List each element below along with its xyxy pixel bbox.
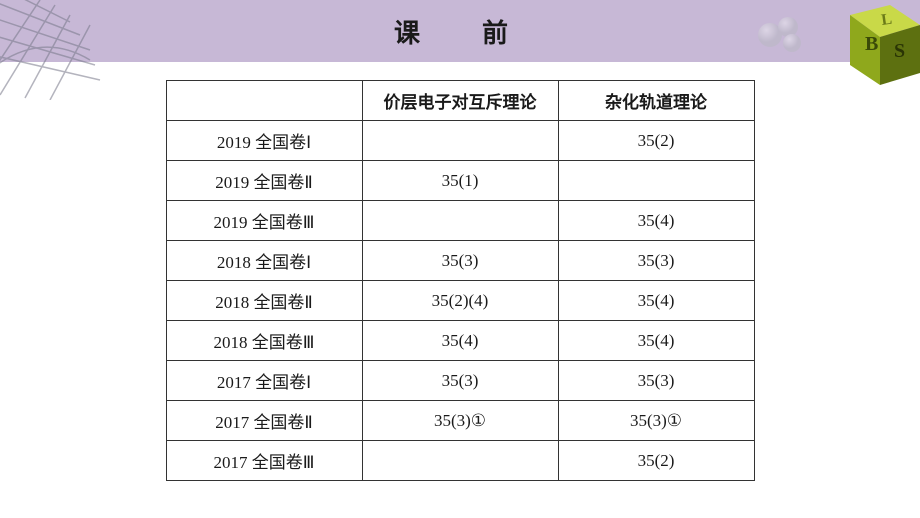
header-band: B S L 课 前 xyxy=(0,0,920,62)
cell-hybrid: 35(4) xyxy=(558,281,754,321)
svg-text:B: B xyxy=(865,33,878,55)
table-row: 2019 全国卷Ⅰ 35(2) xyxy=(166,121,754,161)
page-title: 课 前 xyxy=(394,13,526,50)
table-row: 2019 全国卷Ⅱ 35(1) xyxy=(166,161,754,201)
table-row: 2017 全国卷Ⅰ 35(3) 35(3) xyxy=(166,361,754,401)
cell-hybrid: 35(2) xyxy=(558,121,754,161)
table-header-row: 价层电子对互斥理论 杂化轨道理论 xyxy=(166,81,754,121)
cell-vsepr: 35(1) xyxy=(362,161,558,201)
cell-hybrid: 35(3) xyxy=(558,241,754,281)
table-row: 2018 全国卷Ⅰ 35(3) 35(3) xyxy=(166,241,754,281)
content-area: 价层电子对互斥理论 杂化轨道理论 2019 全国卷Ⅰ 35(2) 2019 全国… xyxy=(0,62,920,481)
cell-vsepr xyxy=(362,441,558,481)
cell-hybrid: 35(3)① xyxy=(558,401,754,441)
cell-hybrid: 35(4) xyxy=(558,321,754,361)
row-label: 2019 全国卷Ⅰ xyxy=(166,121,362,161)
table-body: 2019 全国卷Ⅰ 35(2) 2019 全国卷Ⅱ 35(1) 2019 全国卷… xyxy=(166,121,754,481)
col-header-blank xyxy=(166,81,362,121)
cell-vsepr xyxy=(362,201,558,241)
cell-hybrid: 35(2) xyxy=(558,441,754,481)
svg-text:S: S xyxy=(894,40,905,62)
col-header-vsepr: 价层电子对互斥理论 xyxy=(362,81,558,121)
table-row: 2019 全国卷Ⅲ 35(4) xyxy=(166,201,754,241)
exam-topic-table: 价层电子对互斥理论 杂化轨道理论 2019 全国卷Ⅰ 35(2) 2019 全国… xyxy=(166,80,755,481)
cell-vsepr: 35(2)(4) xyxy=(362,281,558,321)
row-label: 2017 全国卷Ⅲ xyxy=(166,441,362,481)
row-label: 2019 全国卷Ⅱ xyxy=(166,161,362,201)
decoration-lattice xyxy=(0,0,110,100)
cell-hybrid: 35(3) xyxy=(558,361,754,401)
cell-vsepr: 35(3)① xyxy=(362,401,558,441)
table-row: 2018 全国卷Ⅲ 35(4) 35(4) xyxy=(166,321,754,361)
cell-vsepr: 35(4) xyxy=(362,321,558,361)
row-label: 2017 全国卷Ⅱ xyxy=(166,401,362,441)
row-label: 2018 全国卷Ⅰ xyxy=(166,241,362,281)
table-row: 2018 全国卷Ⅱ 35(2)(4) 35(4) xyxy=(166,281,754,321)
decoration-molecule xyxy=(750,5,810,55)
row-label: 2019 全国卷Ⅲ xyxy=(166,201,362,241)
cell-hybrid xyxy=(558,161,754,201)
cell-vsepr: 35(3) xyxy=(362,241,558,281)
cell-hybrid: 35(4) xyxy=(558,201,754,241)
cell-vsepr: 35(3) xyxy=(362,361,558,401)
row-label: 2017 全国卷Ⅰ xyxy=(166,361,362,401)
table-row: 2017 全国卷Ⅱ 35(3)① 35(3)① xyxy=(166,401,754,441)
row-label: 2018 全国卷Ⅲ xyxy=(166,321,362,361)
row-label: 2018 全国卷Ⅱ xyxy=(166,281,362,321)
decoration-cube: B S L xyxy=(810,0,920,95)
col-header-hybrid: 杂化轨道理论 xyxy=(558,81,754,121)
table-row: 2017 全国卷Ⅲ 35(2) xyxy=(166,441,754,481)
cell-vsepr xyxy=(362,121,558,161)
